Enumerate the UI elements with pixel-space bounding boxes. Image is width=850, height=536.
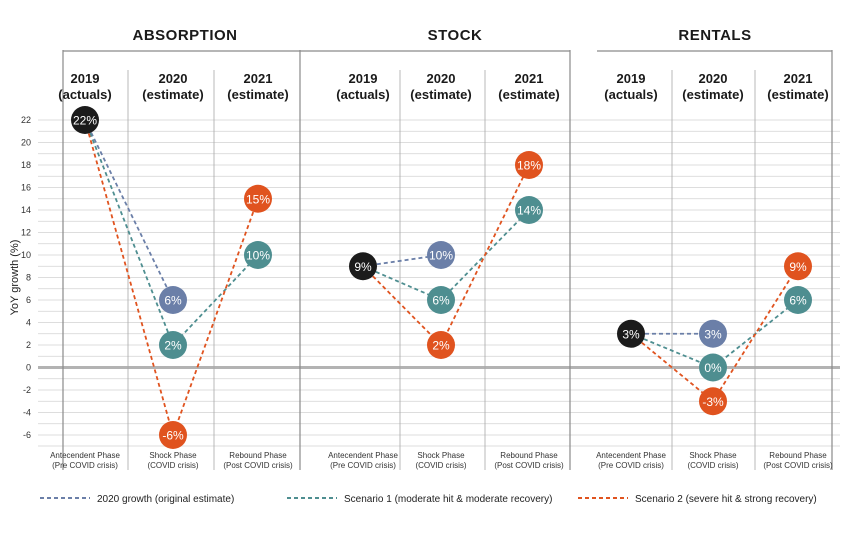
point-scenario1-label: 0% [704, 361, 722, 375]
point-actual-2019 [349, 252, 377, 281]
point-original-estimate [159, 286, 187, 314]
column-subtitle: (estimate) [142, 87, 203, 102]
phase-sublabel: (COVID crisis) [687, 461, 738, 470]
point-actual-2019-label: 3% [622, 327, 640, 341]
point-original-estimate-label: 10% [429, 249, 453, 263]
phase-label: Antecendent Phase [328, 451, 398, 460]
point-scenario2-label: 2% [432, 339, 450, 353]
point-scenario1-label: 14% [517, 204, 541, 218]
y-tick-label: 6 [26, 295, 31, 305]
column-subtitle: (actuals) [604, 87, 657, 102]
point-actual-2019 [71, 106, 99, 134]
column-year: 2019 [71, 71, 100, 86]
point-scenario1-label: 10% [246, 249, 270, 263]
y-tick-label: 14 [21, 205, 31, 215]
phase-sublabel: (Post COVID crisis) [763, 461, 833, 470]
point-scenario2 [244, 184, 272, 213]
column-year: 2021 [784, 71, 813, 86]
column-subtitle: (estimate) [498, 87, 559, 102]
y-tick-label: 20 [21, 138, 31, 148]
phase-sublabel: (COVID crisis) [415, 461, 466, 470]
y-tick-label: 4 [26, 318, 31, 328]
point-actual-2019 [617, 319, 645, 348]
phase-sublabel: (Pre COVID crisis) [330, 461, 396, 470]
phase-sublabel: (Pre COVID crisis) [52, 461, 118, 470]
column-subtitle: (estimate) [227, 87, 288, 102]
y-tick-label: 16 [21, 183, 31, 193]
panel-title: RENTALS [678, 27, 751, 44]
point-actual-2019-label: 22% [73, 114, 97, 128]
column-year: 2020 [699, 71, 728, 86]
legend-label-scenario2: Scenario 2 (severe hit & strong recovery… [635, 494, 817, 505]
y-tick-label: 8 [26, 273, 31, 283]
phase-label: Shock Phase [689, 451, 737, 460]
phase-sublabel: (Post COVID crisis) [223, 461, 293, 470]
point-original-estimate-label: 3% [704, 327, 722, 341]
point-scenario1 [699, 353, 727, 382]
point-original-estimate-label: 6% [164, 294, 182, 308]
line-original-estimate [84, 119, 174, 301]
point-actual-2019-label: 9% [354, 260, 372, 274]
point-original-estimate [427, 241, 455, 269]
phase-label: Antecendent Phase [50, 451, 120, 460]
point-original-estimate [699, 319, 727, 348]
point-scenario2-label: 15% [246, 192, 270, 206]
point-scenario1 [244, 241, 272, 269]
y-tick-label: -2 [23, 385, 31, 395]
phase-label: Rebound Phase [769, 451, 827, 460]
y-tick-label: 18 [21, 160, 31, 170]
point-scenario1 [159, 331, 187, 359]
phase-sublabel: (Post COVID crisis) [494, 461, 564, 470]
y-tick-label: 12 [21, 228, 31, 238]
phase-label: Antecendent Phase [596, 451, 666, 460]
column-year: 2020 [159, 71, 188, 86]
column-subtitle: (estimate) [410, 87, 471, 102]
point-scenario2-label: -6% [162, 429, 184, 443]
point-scenario2 [784, 252, 812, 281]
column-year: 2021 [515, 71, 544, 86]
point-scenario2 [515, 151, 543, 179]
line-scenario2 [362, 164, 530, 347]
panel-title: ABSORPTION [132, 27, 237, 44]
y-tick-label: 22 [21, 115, 31, 125]
y-axis-label: YoY growth (%) [9, 240, 21, 316]
point-scenario1 [784, 286, 812, 314]
point-scenario2 [699, 387, 727, 416]
y-tick-label: -4 [23, 408, 31, 418]
phase-label: Shock Phase [149, 451, 197, 460]
y-tick-label: 0 [26, 363, 31, 373]
line-scenario1 [630, 299, 799, 369]
point-scenario1-label: 2% [164, 339, 182, 353]
point-scenario1 [515, 196, 543, 224]
column-year: 2019 [349, 71, 378, 86]
y-tick-label: 2 [26, 340, 31, 350]
point-scenario1 [427, 286, 455, 314]
phase-sublabel: (Pre COVID crisis) [598, 461, 664, 470]
phase-sublabel: (COVID crisis) [147, 461, 198, 470]
column-subtitle: (actuals) [58, 87, 111, 102]
legend-label-scenario1: Scenario 1 (moderate hit & moderate reco… [344, 494, 552, 505]
column-subtitle: (estimate) [767, 87, 828, 102]
legend-label-original: 2020 growth (original estimate) [97, 494, 234, 505]
y-tick-label: -6 [23, 430, 31, 440]
phase-label: Rebound Phase [229, 451, 287, 460]
column-year: 2020 [427, 71, 456, 86]
phase-label: Rebound Phase [500, 451, 558, 460]
point-scenario2-label: 18% [517, 159, 541, 173]
column-year: 2019 [617, 71, 646, 86]
phase-label: Shock Phase [417, 451, 465, 460]
y-tick-label: 10 [21, 250, 31, 260]
point-scenario1-label: 6% [432, 294, 450, 308]
point-scenario2 [159, 421, 187, 449]
point-scenario2 [427, 331, 455, 359]
panel-title: STOCK [428, 27, 483, 44]
column-subtitle: (estimate) [682, 87, 743, 102]
column-year: 2021 [244, 71, 273, 86]
point-scenario2-label: 9% [789, 260, 807, 274]
point-scenario2-label: -3% [702, 395, 724, 409]
point-scenario1-label: 6% [789, 294, 807, 308]
column-subtitle: (actuals) [336, 87, 389, 102]
